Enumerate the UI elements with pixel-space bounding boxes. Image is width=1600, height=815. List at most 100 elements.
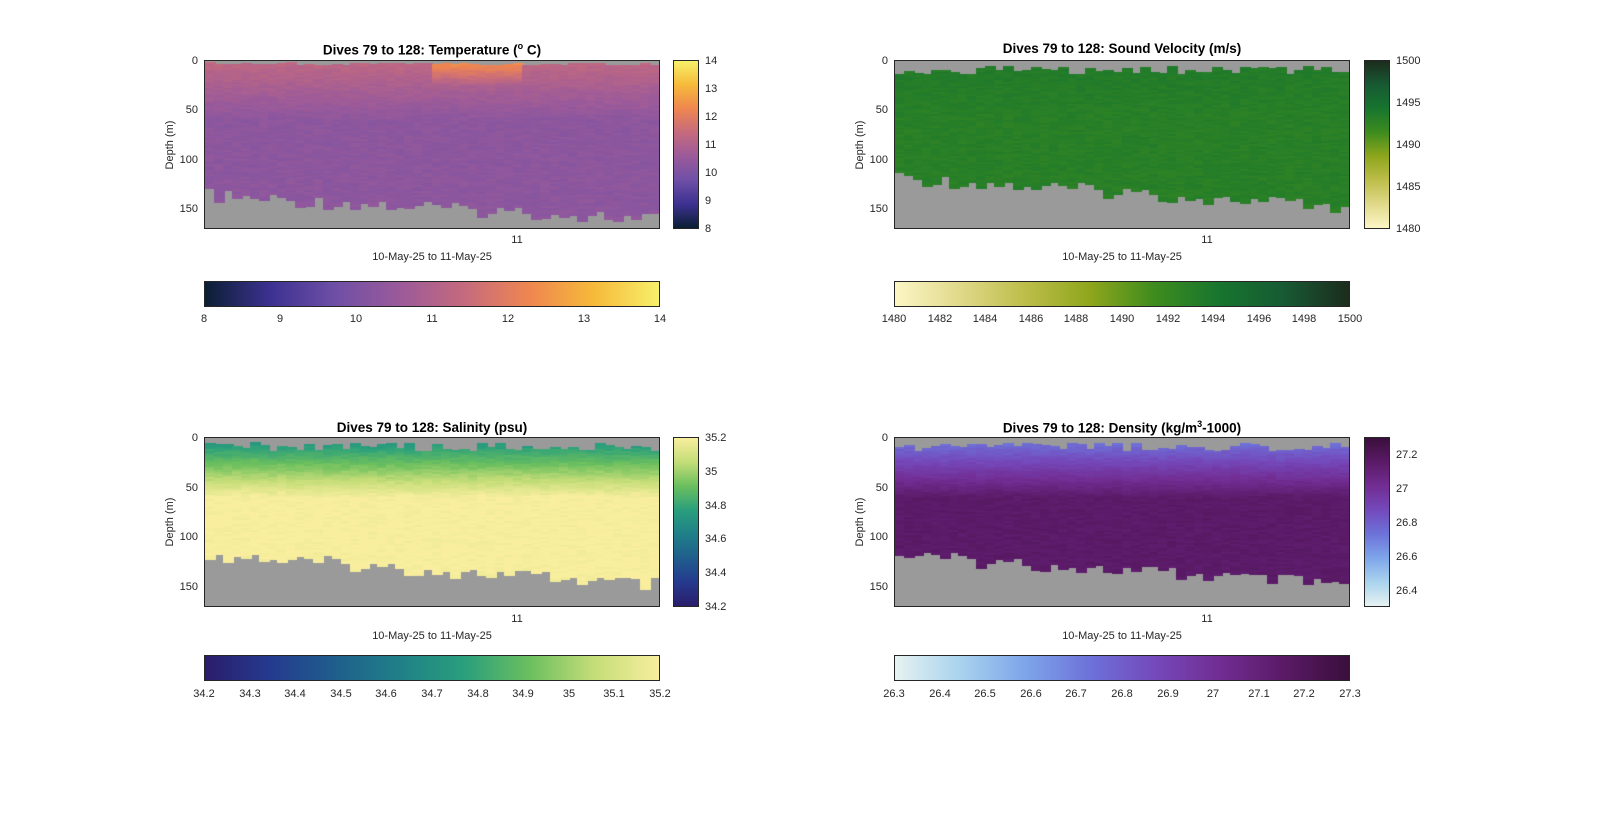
y-tick-label: 0 (881, 55, 888, 67)
colorbar-tick-label: 34.3 (239, 688, 261, 700)
colorbar-tick-label: 1484 (972, 313, 998, 325)
y-tick-label: 100 (869, 531, 888, 543)
y-tick-label: 100 (869, 154, 888, 166)
colorbar-tick-label: 34.8 (705, 500, 727, 512)
colorbar-tick-label: 35.1 (603, 688, 625, 700)
colorbar-tick-label: 34.4 (284, 688, 306, 700)
y-tick-label: 50 (185, 482, 198, 494)
colorbar-tick-label: 27.2 (1293, 688, 1315, 700)
x-axis-label: 10-May-25 to 11-May-25 (372, 251, 492, 263)
colorbar-tick-label: 27 (1396, 483, 1409, 495)
colorbar-tick-label: 1500 (1337, 313, 1363, 325)
colorbar-right (1364, 60, 1390, 229)
colorbar-tick-label: 1482 (927, 313, 953, 325)
colorbar-tick-label: 1490 (1396, 139, 1421, 151)
x-tick-label: 11 (511, 613, 523, 625)
colorbar-tick-label: 34.5 (330, 688, 352, 700)
colorbar-tick-label: 35.2 (649, 688, 671, 700)
y-tick-label: 150 (179, 581, 198, 593)
colorbar-tick-label: 26.8 (1396, 517, 1418, 529)
heatmap-canvas (205, 438, 659, 606)
colorbar-tick-label: 27.3 (1339, 688, 1361, 700)
x-axis-label: 10-May-25 to 11-May-25 (372, 630, 492, 642)
colorbar-tick-label: 34.2 (705, 601, 727, 613)
y-tick-label: 0 (191, 432, 198, 444)
colorbar-tick-label: 1486 (1018, 313, 1044, 325)
y-tick-label: 150 (869, 581, 888, 593)
colorbar-tick-label: 1492 (1155, 313, 1181, 325)
colorbar-bottom (894, 281, 1350, 307)
panel-temperature: Dives 79 to 128: Temperature (o C) Depth… (0, 0, 800, 400)
colorbar-tick-label: 34.7 (421, 688, 443, 700)
colorbar-tick-label: 26.6 (1396, 551, 1418, 563)
colorbar-right (1364, 437, 1390, 607)
heatmap-plot-area (894, 60, 1350, 229)
y-axis-label: Depth (m) (164, 120, 176, 170)
x-tick-label: 11 (1201, 234, 1213, 246)
colorbar-tick-label: 35 (705, 466, 718, 478)
colorbar-tick-label: 26.4 (1396, 585, 1418, 597)
colorbar-tick-label: 26.3 (883, 688, 905, 700)
colorbar-tick-label: 27 (1206, 688, 1220, 700)
heatmap-plot-area (204, 437, 660, 607)
colorbar-tick-label: 34.8 (467, 688, 489, 700)
colorbar-tick-label: 34.9 (512, 688, 534, 700)
colorbar-tick-label: 13 (577, 313, 591, 325)
heatmap-plot-area (894, 437, 1350, 607)
heatmap-canvas (895, 438, 1349, 606)
colorbar-tick-label: 14 (705, 55, 718, 67)
x-tick-label: 11 (1201, 613, 1213, 625)
colorbar-tick-label: 35 (562, 688, 576, 700)
panel-salinity: Dives 79 to 128: Salinity (psu) Depth (m… (0, 378, 800, 778)
x-tick-label: 11 (511, 234, 523, 246)
colorbar-tick-label: 27.1 (1248, 688, 1270, 700)
colorbar-tick-label: 34.6 (375, 688, 397, 700)
y-tick-label: 0 (881, 432, 888, 444)
y-tick-label: 100 (179, 154, 198, 166)
colorbar-tick-label: 1496 (1246, 313, 1272, 325)
colorbar-tick-label: 26.8 (1111, 688, 1133, 700)
colorbar-tick-label: 14 (653, 313, 667, 325)
colorbar-tick-label: 12 (501, 313, 515, 325)
colorbar-tick-label: 26.7 (1065, 688, 1087, 700)
colorbar-tick-label: 34.4 (705, 567, 727, 579)
colorbar-right (673, 60, 699, 229)
heatmap-canvas (205, 61, 659, 228)
colorbar-tick-label: 11 (426, 313, 438, 325)
y-tick-label: 100 (179, 531, 198, 543)
colorbar-tick-label: 34.6 (705, 533, 727, 545)
y-tick-label: 150 (869, 203, 888, 215)
colorbar-tick-label: 1480 (1396, 223, 1421, 235)
colorbar-tick-label: 34.2 (193, 688, 215, 700)
y-axis-label: Depth (m) (854, 120, 866, 170)
heatmap-plot-area (204, 60, 660, 229)
colorbar-tick-label: 12 (705, 111, 718, 123)
chart-title: Dives 79 to 128: Sound Velocity (m/s) (1002, 41, 1242, 56)
colorbar-bottom (204, 655, 660, 681)
y-axis-label: Depth (m) (164, 497, 176, 547)
colorbar-tick-label: 1495 (1396, 97, 1421, 109)
y-tick-label: 50 (875, 104, 888, 116)
chart-title: Dives 79 to 128: Density (kg/m3-1000) (1002, 419, 1242, 436)
colorbar-tick-label: 8 (200, 313, 208, 325)
colorbar-right (673, 437, 699, 607)
y-tick-label: 150 (179, 203, 198, 215)
y-tick-label: 0 (191, 55, 198, 67)
colorbar-bottom (204, 281, 660, 307)
colorbar-tick-label: 26.5 (974, 688, 996, 700)
colorbar-tick-label: 1500 (1396, 55, 1421, 67)
y-tick-label: 50 (875, 482, 888, 494)
chart-title: Dives 79 to 128: Temperature (o C) (322, 41, 542, 58)
panel-density: Dives 79 to 128: Density (kg/m3-1000) De… (800, 378, 1600, 778)
colorbar-tick-label: 9 (276, 313, 284, 325)
colorbar-tick-label: 35.2 (705, 432, 727, 444)
panel-sound-velocity: Dives 79 to 128: Sound Velocity (m/s) De… (800, 0, 1600, 400)
colorbar-tick-label: 1494 (1200, 313, 1226, 325)
y-tick-label: 50 (185, 104, 198, 116)
colorbar-tick-label: 9 (705, 195, 712, 207)
colorbar-tick-label: 1480 (881, 313, 907, 325)
colorbar-tick-label: 10 (705, 167, 718, 179)
y-axis-label: Depth (m) (854, 497, 866, 547)
colorbar-tick-label: 26.9 (1157, 688, 1179, 700)
chart-title: Dives 79 to 128: Salinity (psu) (336, 420, 528, 435)
